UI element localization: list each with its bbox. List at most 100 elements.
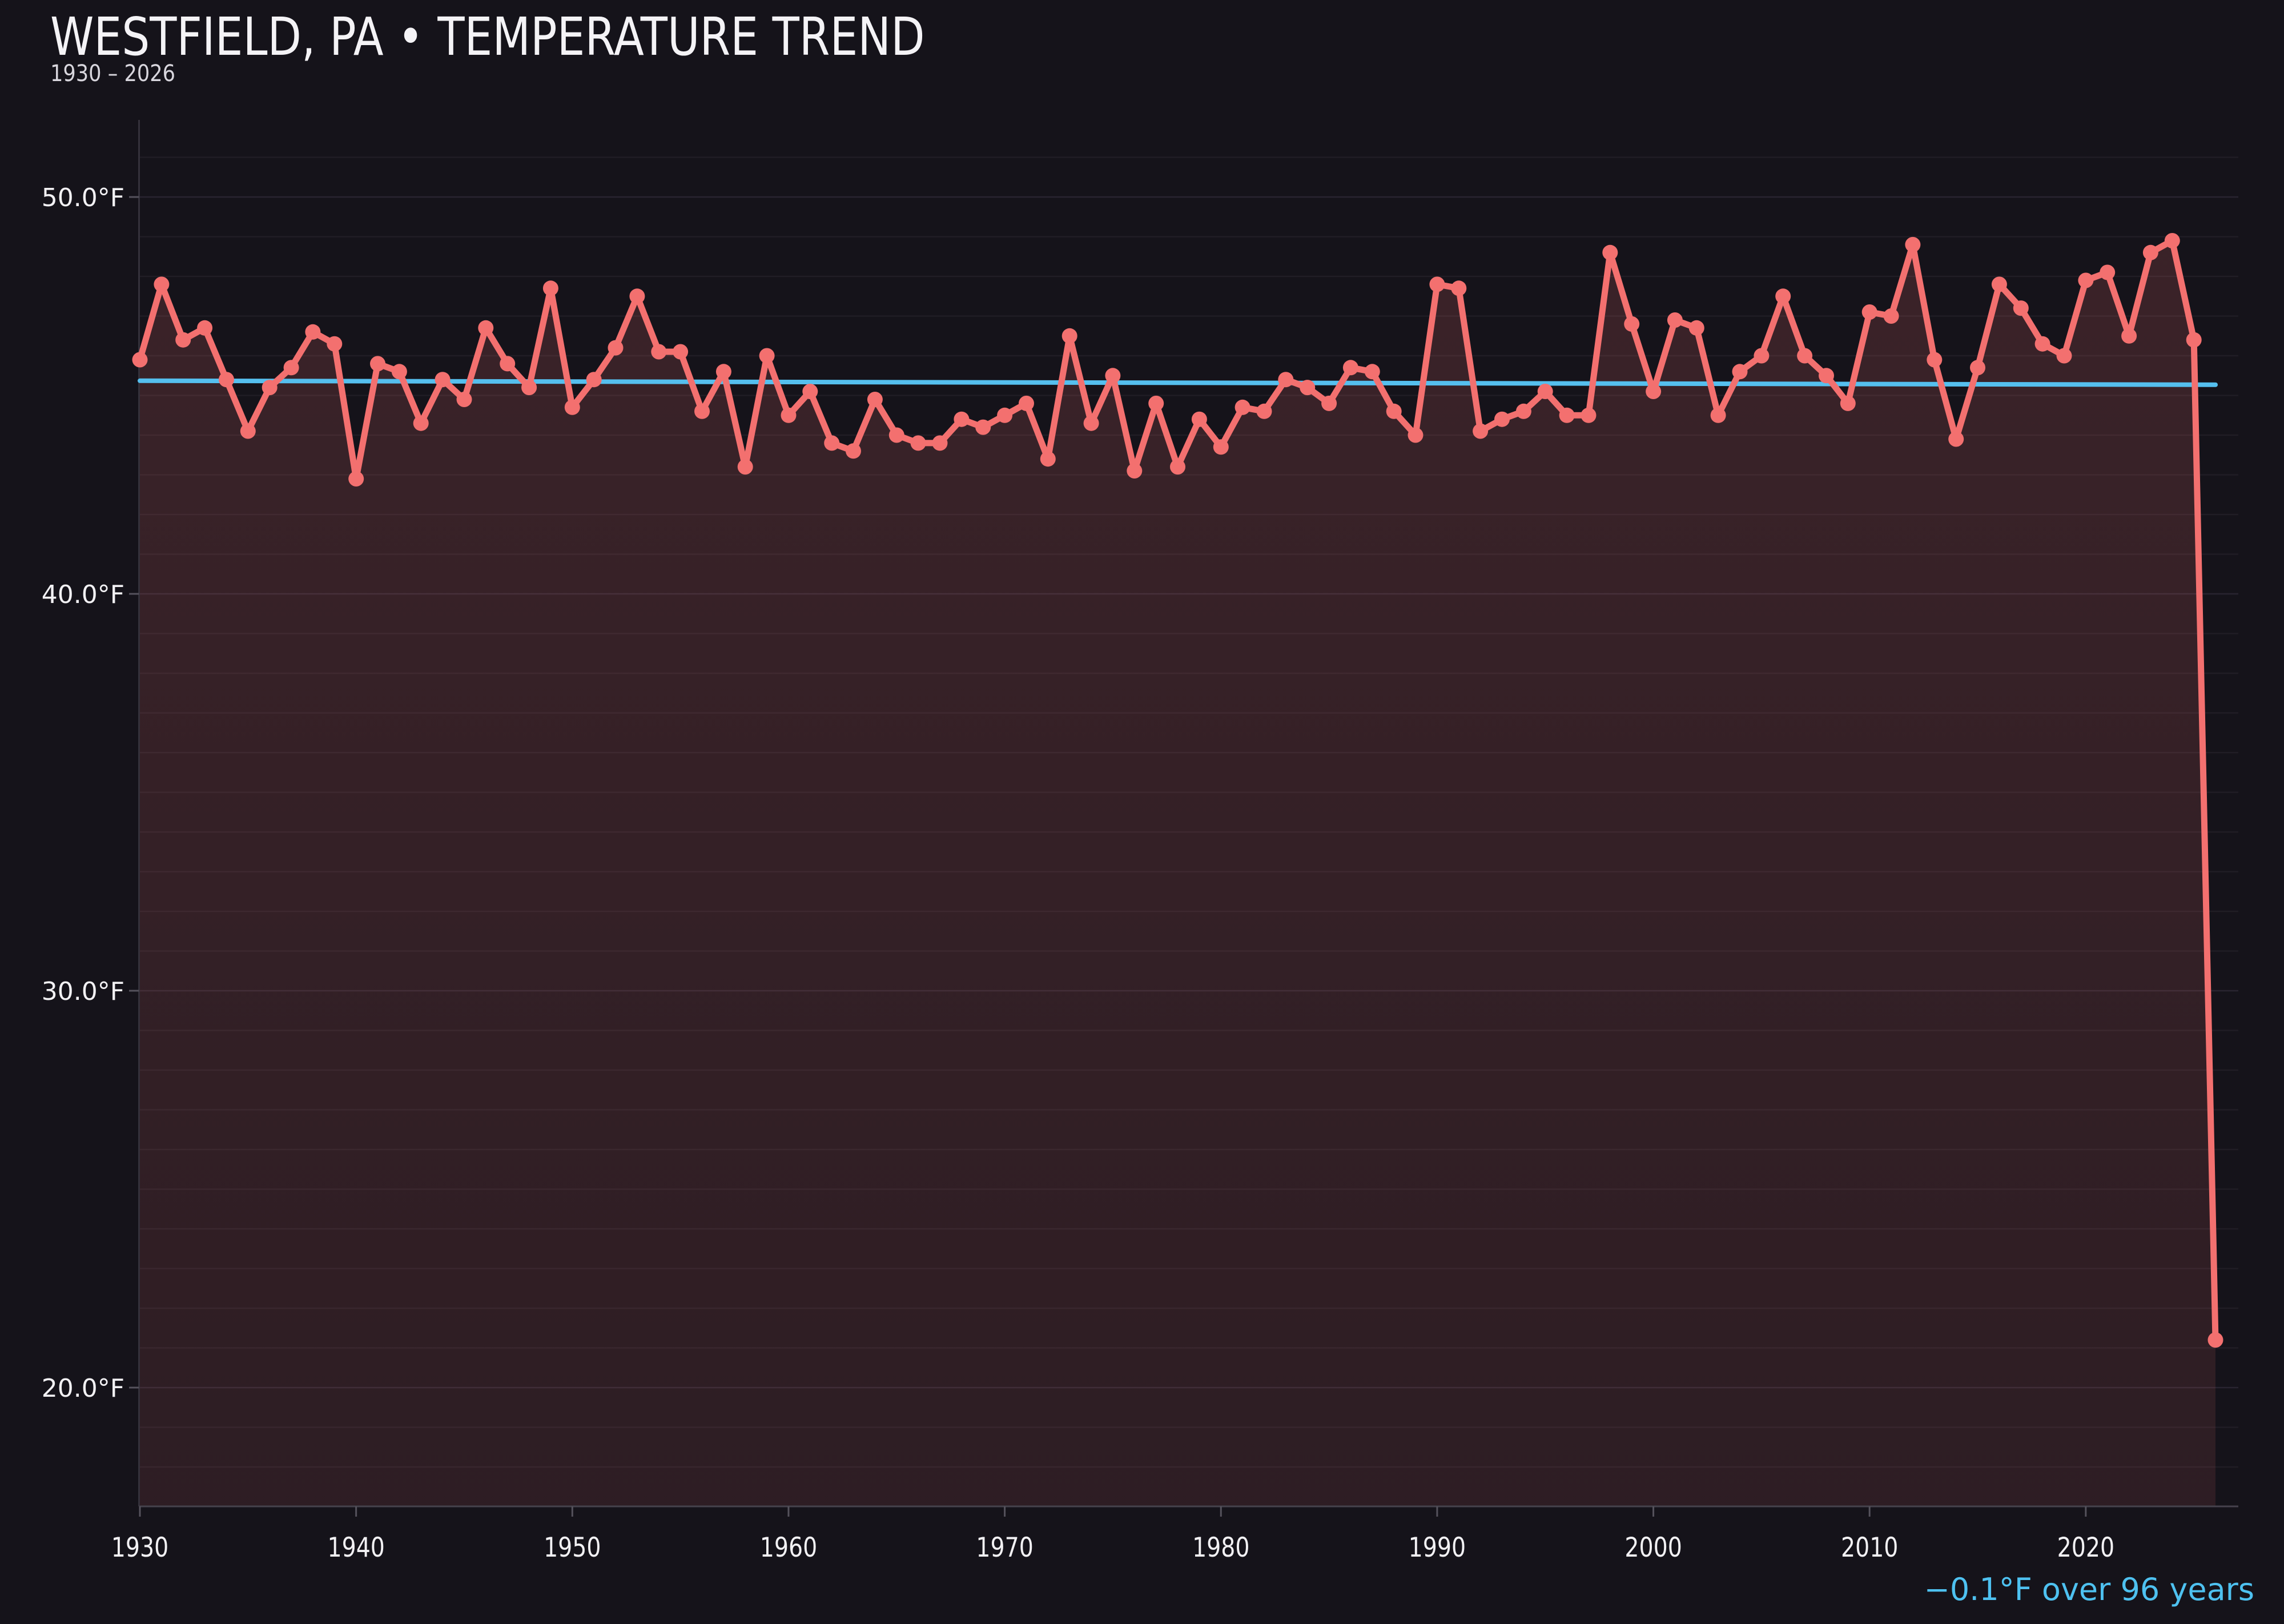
page-subtitle: 1930 – 2026: [50, 60, 175, 87]
data-point-2015: [1970, 360, 1985, 376]
data-point-2010: [1861, 304, 1877, 320]
data-point-1995: [1537, 384, 1553, 399]
x-tick-label-1950: 1950: [544, 1533, 601, 1563]
data-point-1943: [413, 415, 429, 431]
x-tick-label-1980: 1980: [1192, 1533, 1249, 1563]
data-point-1962: [824, 435, 840, 451]
data-point-1999: [1624, 316, 1640, 332]
data-point-1969: [975, 419, 991, 435]
data-point-1993: [1494, 411, 1510, 427]
data-point-1946: [478, 320, 494, 336]
x-tick-label-1960: 1960: [760, 1533, 817, 1563]
data-point-1950: [564, 399, 580, 415]
data-point-1941: [370, 356, 385, 372]
data-point-1974: [1083, 415, 1099, 431]
data-point-1992: [1473, 423, 1489, 439]
page-title: WESTFIELD, PA • TEMPERATURE TREND: [50, 7, 925, 68]
data-point-1983: [1278, 372, 1294, 388]
data-point-2002: [1688, 320, 1704, 336]
y-tick-label-20: 20.0°F: [42, 1374, 124, 1403]
data-point-1947: [500, 356, 516, 372]
data-point-2008: [1819, 368, 1834, 384]
data-point-1964: [867, 392, 883, 407]
data-point-1940: [348, 471, 364, 487]
trend-line-layer: [138, 378, 2218, 387]
y-tick-label-40: 40.0°F: [42, 580, 124, 609]
data-point-1976: [1127, 463, 1143, 479]
data-point-2016: [1991, 276, 2007, 292]
x-tick-label-1970: 1970: [976, 1533, 1033, 1563]
data-point-1951: [586, 372, 602, 388]
data-point-1963: [846, 443, 861, 459]
data-point-2003: [1710, 407, 1726, 423]
data-point-1996: [1559, 407, 1575, 423]
data-point-1948: [521, 380, 537, 396]
x-tick-label-1990: 1990: [1409, 1533, 1466, 1563]
data-point-1985: [1321, 395, 1337, 411]
data-point-1965: [888, 427, 904, 443]
data-point-1981: [1235, 399, 1250, 415]
data-point-1972: [1040, 451, 1056, 467]
data-point-1994: [1515, 403, 1531, 419]
x-tick-label-2000: 2000: [1624, 1533, 1682, 1563]
y-axis-tick-labels: 50.0°F 40.0°F 30.0°F 20.0°F: [42, 183, 124, 1403]
data-point-1980: [1213, 439, 1229, 455]
data-point-2026: [2207, 1332, 2223, 1348]
data-point-1932: [175, 332, 191, 348]
data-point-1977: [1148, 395, 1164, 411]
y-tick-label-50: 50.0°F: [42, 183, 124, 212]
data-point-1987: [1364, 364, 1380, 380]
data-point-1960: [781, 407, 797, 423]
data-point-1953: [629, 288, 645, 304]
data-point-1978: [1170, 459, 1185, 475]
data-point-1990: [1429, 276, 1445, 292]
data-point-1970: [997, 407, 1013, 423]
data-point-2011: [1883, 308, 1899, 324]
data-point-1938: [305, 324, 321, 340]
data-point-1997: [1581, 407, 1597, 423]
data-point-1939: [327, 336, 343, 352]
data-point-1984: [1300, 380, 1316, 396]
data-point-1957: [715, 364, 731, 380]
data-point-1961: [802, 384, 818, 399]
data-point-1934: [219, 372, 234, 388]
data-point-2000: [1646, 384, 1662, 399]
y-tick-label-30: 30.0°F: [42, 977, 124, 1006]
data-point-2013: [1927, 352, 1943, 368]
data-point-2006: [1775, 288, 1791, 304]
data-point-1956: [694, 403, 710, 419]
data-point-1968: [954, 411, 970, 427]
data-point-2007: [1797, 348, 1813, 364]
data-point-2019: [2056, 348, 2072, 364]
data-point-1989: [1408, 427, 1424, 443]
data-point-2014: [1948, 431, 1964, 447]
data-point-2018: [2034, 336, 2050, 352]
axes: [129, 120, 2238, 1517]
data-point-1942: [391, 364, 407, 380]
data-point-2022: [2121, 328, 2137, 344]
data-point-1959: [759, 348, 775, 364]
data-point-1979: [1191, 411, 1207, 427]
data-point-2024: [2164, 233, 2180, 248]
data-point-1944: [435, 372, 451, 388]
data-point-1975: [1105, 368, 1121, 384]
data-point-1945: [456, 392, 472, 407]
data-point-1936: [262, 380, 278, 396]
data-point-1991: [1451, 280, 1467, 296]
data-point-1955: [673, 344, 689, 360]
data-point-1954: [651, 344, 667, 360]
data-point-1971: [1019, 395, 1034, 411]
x-tick-label-2020: 2020: [2057, 1533, 2114, 1563]
data-points: [132, 233, 2223, 1348]
data-point-1935: [240, 423, 256, 439]
data-point-1982: [1256, 403, 1272, 419]
data-point-1986: [1342, 360, 1358, 376]
trend-annotation: −0.1°F over 96 years: [1924, 1571, 2254, 1607]
data-point-2001: [1667, 312, 1683, 328]
data-point-1998: [1602, 244, 1618, 260]
temperature-area-fill: [140, 240, 2215, 1506]
data-point-2017: [2013, 300, 2029, 316]
trend-line: [138, 378, 2218, 387]
